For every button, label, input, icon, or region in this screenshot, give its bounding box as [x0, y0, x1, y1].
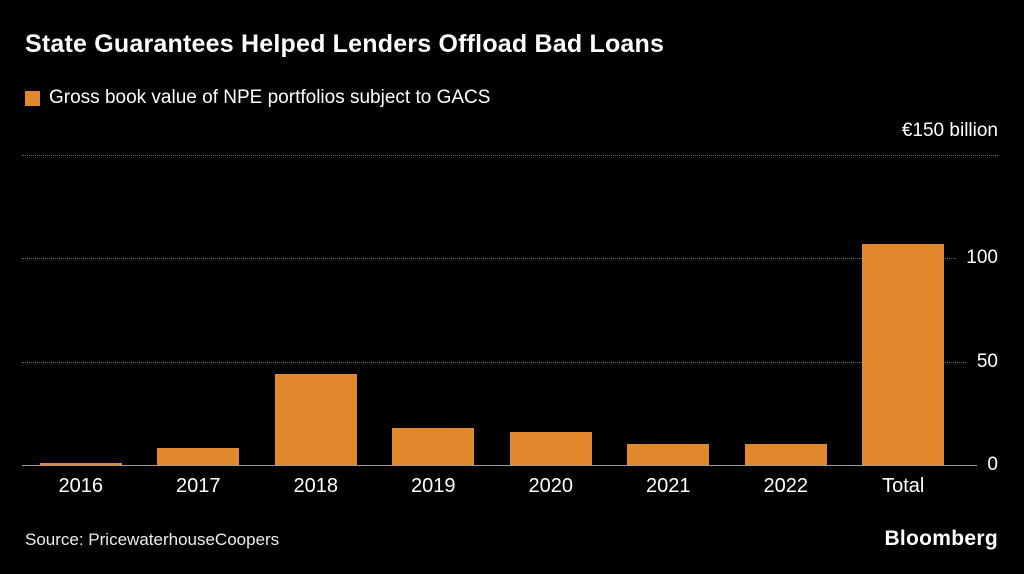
x-tick-label-Total: Total [882, 475, 925, 497]
gridline [22, 361, 998, 363]
gridline [22, 155, 998, 156]
x-tick-label-2020: 2020 [528, 475, 574, 497]
gridline [22, 258, 998, 260]
bar-2018 [274, 374, 357, 465]
bar-slot [492, 155, 610, 465]
bar-2017 [157, 448, 240, 465]
bar-slot [727, 155, 845, 465]
bar-2019 [392, 427, 475, 465]
x-tick-label-2017: 2017 [176, 475, 221, 497]
bar-slot [22, 155, 140, 465]
source-text: Source: PricewaterhouseCoopers [25, 530, 280, 549]
bar-slot [257, 155, 375, 465]
x-tick-label-2019: 2019 [411, 475, 456, 497]
bar-slot [845, 155, 963, 465]
chart-title: State Guarantees Helped Lenders Offload … [25, 30, 665, 58]
x-tick-label-2021: 2021 [646, 475, 691, 497]
bar-slot [610, 155, 728, 465]
y-tick-label: 50 [966, 350, 998, 373]
x-axis-labels: 2016 2017 2018 2019 2020 2021 2022 Total [22, 475, 962, 498]
bar-2020 [509, 431, 592, 465]
y-tick-label: 100 [956, 247, 998, 270]
bar-2022 [744, 444, 827, 465]
x-tick-label-2016: 2016 [58, 475, 104, 497]
x-tick-label-2022: 2022 [763, 475, 809, 497]
y-axis-top-label: €150 billion [901, 120, 998, 141]
legend: Gross book value of NPE portfolios subje… [25, 87, 490, 109]
bars-container [22, 155, 962, 465]
plot-area: 100 50 0 [22, 155, 998, 476]
bar-slot [140, 155, 258, 465]
bar-2021 [627, 444, 710, 465]
x-axis-baseline [22, 465, 998, 466]
bar-slot [375, 155, 493, 465]
y-tick-label: 0 [977, 454, 998, 476]
x-tick-label-2018: 2018 [293, 475, 339, 497]
legend-label: Gross book value of NPE portfolios subje… [49, 87, 491, 108]
bar-Total [862, 243, 945, 465]
legend-swatch-icon [25, 90, 40, 106]
bar-2016 [39, 462, 122, 465]
bloomberg-logo: Bloomberg [884, 527, 998, 550]
